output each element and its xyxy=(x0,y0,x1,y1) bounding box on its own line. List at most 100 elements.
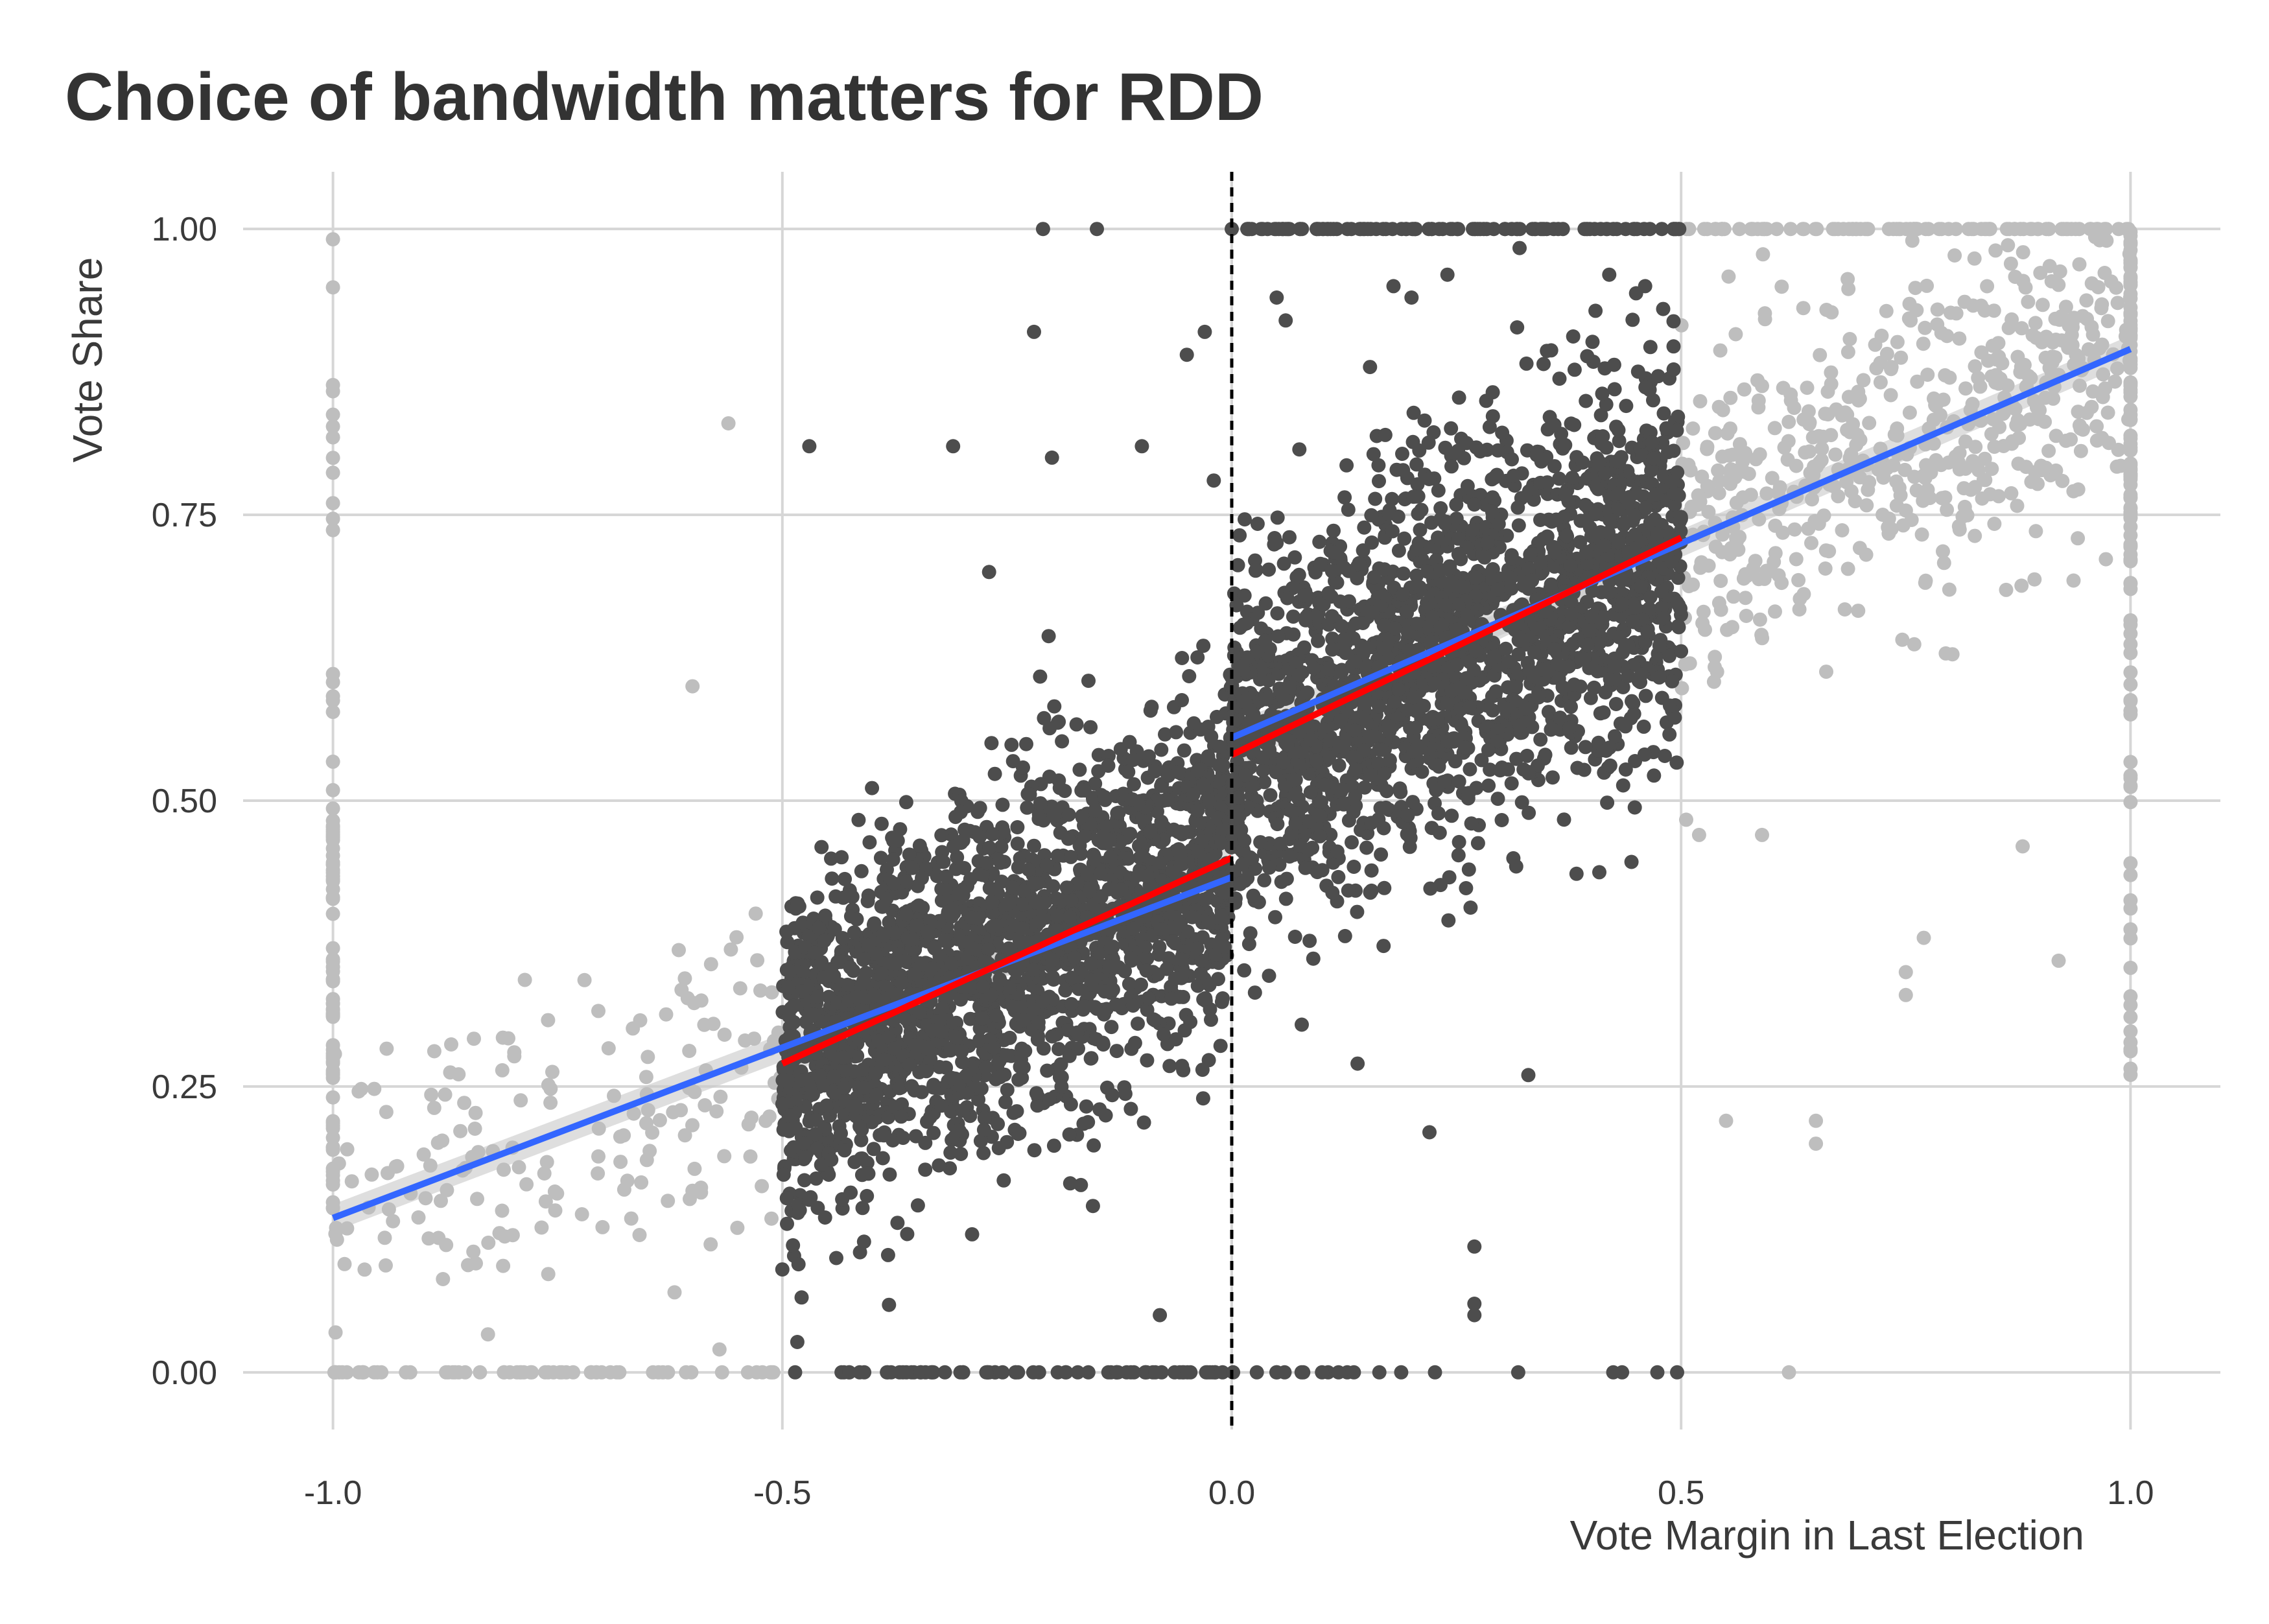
data-point xyxy=(431,1231,445,1245)
data-point xyxy=(1781,434,1796,449)
data-point xyxy=(1672,620,1686,635)
data-point xyxy=(2123,613,2137,628)
data-point xyxy=(1841,345,1855,359)
data-point xyxy=(854,864,869,878)
data-point xyxy=(919,1064,934,1078)
data-point xyxy=(633,1228,647,1242)
data-point xyxy=(2102,436,2116,450)
data-point xyxy=(2071,531,2085,545)
data-point xyxy=(979,1060,993,1074)
data-point xyxy=(1634,667,1649,681)
data-point xyxy=(326,465,340,480)
data-point xyxy=(470,1192,484,1206)
data-point xyxy=(1083,720,1098,735)
data-point xyxy=(1359,714,1374,728)
data-point xyxy=(1169,725,1183,739)
data-point xyxy=(1619,762,1633,777)
data-point xyxy=(685,679,700,694)
data-point xyxy=(1919,222,1933,236)
data-point xyxy=(1102,882,1116,897)
data-point xyxy=(852,1120,867,1134)
data-point xyxy=(1737,382,1752,397)
data-point xyxy=(1920,279,1934,293)
data-point xyxy=(1611,535,1625,550)
data-point xyxy=(1064,997,1079,1011)
data-point xyxy=(1618,719,1632,733)
data-point xyxy=(2123,271,2137,285)
data-point xyxy=(993,1070,1007,1085)
data-point xyxy=(1952,331,1966,346)
data-point xyxy=(1087,1138,1101,1153)
data-point xyxy=(840,978,854,992)
data-point xyxy=(899,795,913,809)
data-point xyxy=(882,1298,896,1312)
data-point xyxy=(1566,329,1581,344)
data-point xyxy=(1350,571,1364,585)
data-point xyxy=(911,899,926,913)
data-point xyxy=(946,840,961,854)
data-point xyxy=(909,1129,923,1144)
data-point xyxy=(1665,674,1679,688)
data-point xyxy=(1020,801,1034,815)
data-point xyxy=(1216,758,1230,772)
data-point xyxy=(885,830,899,845)
data-point xyxy=(326,1140,340,1155)
data-point xyxy=(1018,1044,1032,1058)
data-point xyxy=(1899,988,1913,1002)
data-point xyxy=(837,1081,851,1095)
data-point xyxy=(326,972,340,987)
data-point xyxy=(703,1237,718,1251)
data-point xyxy=(934,1098,948,1112)
data-point xyxy=(326,512,340,526)
data-point xyxy=(802,1193,816,1207)
data-point xyxy=(2123,403,2137,417)
data-point xyxy=(1248,985,1262,1000)
data-point xyxy=(996,797,1010,812)
data-point xyxy=(1824,366,1838,380)
data-point xyxy=(1273,837,1287,851)
data-point xyxy=(326,1051,340,1065)
data-point xyxy=(1013,999,1027,1013)
data-point xyxy=(989,919,1004,933)
data-point xyxy=(1232,528,1247,543)
data-point xyxy=(1813,348,1827,362)
data-point xyxy=(791,897,805,911)
data-point xyxy=(856,952,871,967)
data-point xyxy=(1491,792,1505,806)
data-point xyxy=(742,1117,756,1131)
data-point xyxy=(354,1082,368,1096)
data-point xyxy=(1643,340,1658,354)
data-point xyxy=(1486,385,1500,399)
data-point xyxy=(1768,421,1782,435)
data-point xyxy=(1931,395,1946,409)
data-point xyxy=(1977,473,1991,487)
data-point xyxy=(652,1365,666,1380)
data-point xyxy=(1348,789,1362,803)
data-point xyxy=(575,1207,589,1221)
data-point xyxy=(1126,921,1140,936)
data-point xyxy=(2016,245,2030,259)
data-point xyxy=(1374,847,1388,862)
data-point xyxy=(1987,440,2001,454)
data-point xyxy=(1588,303,1603,318)
data-point xyxy=(1903,406,1917,420)
data-point xyxy=(2123,795,2137,809)
data-point xyxy=(1010,1104,1024,1118)
data-point xyxy=(786,1238,800,1253)
data-point xyxy=(1937,556,1951,570)
data-point xyxy=(1194,954,1208,968)
data-point xyxy=(1859,498,1874,512)
data-point xyxy=(1262,743,1276,757)
data-point xyxy=(592,1122,606,1136)
data-point xyxy=(2021,295,2035,309)
data-point xyxy=(1350,905,1364,919)
data-point xyxy=(1190,764,1205,778)
data-point xyxy=(1784,394,1798,408)
data-point xyxy=(1312,535,1326,549)
data-point xyxy=(326,941,340,956)
data-point xyxy=(1520,357,1534,371)
data-point xyxy=(1903,313,1918,327)
data-point xyxy=(2123,1044,2137,1059)
data-point xyxy=(1072,762,1087,777)
chart-title: Choice of bandwidth matters for RDD xyxy=(65,60,1264,135)
